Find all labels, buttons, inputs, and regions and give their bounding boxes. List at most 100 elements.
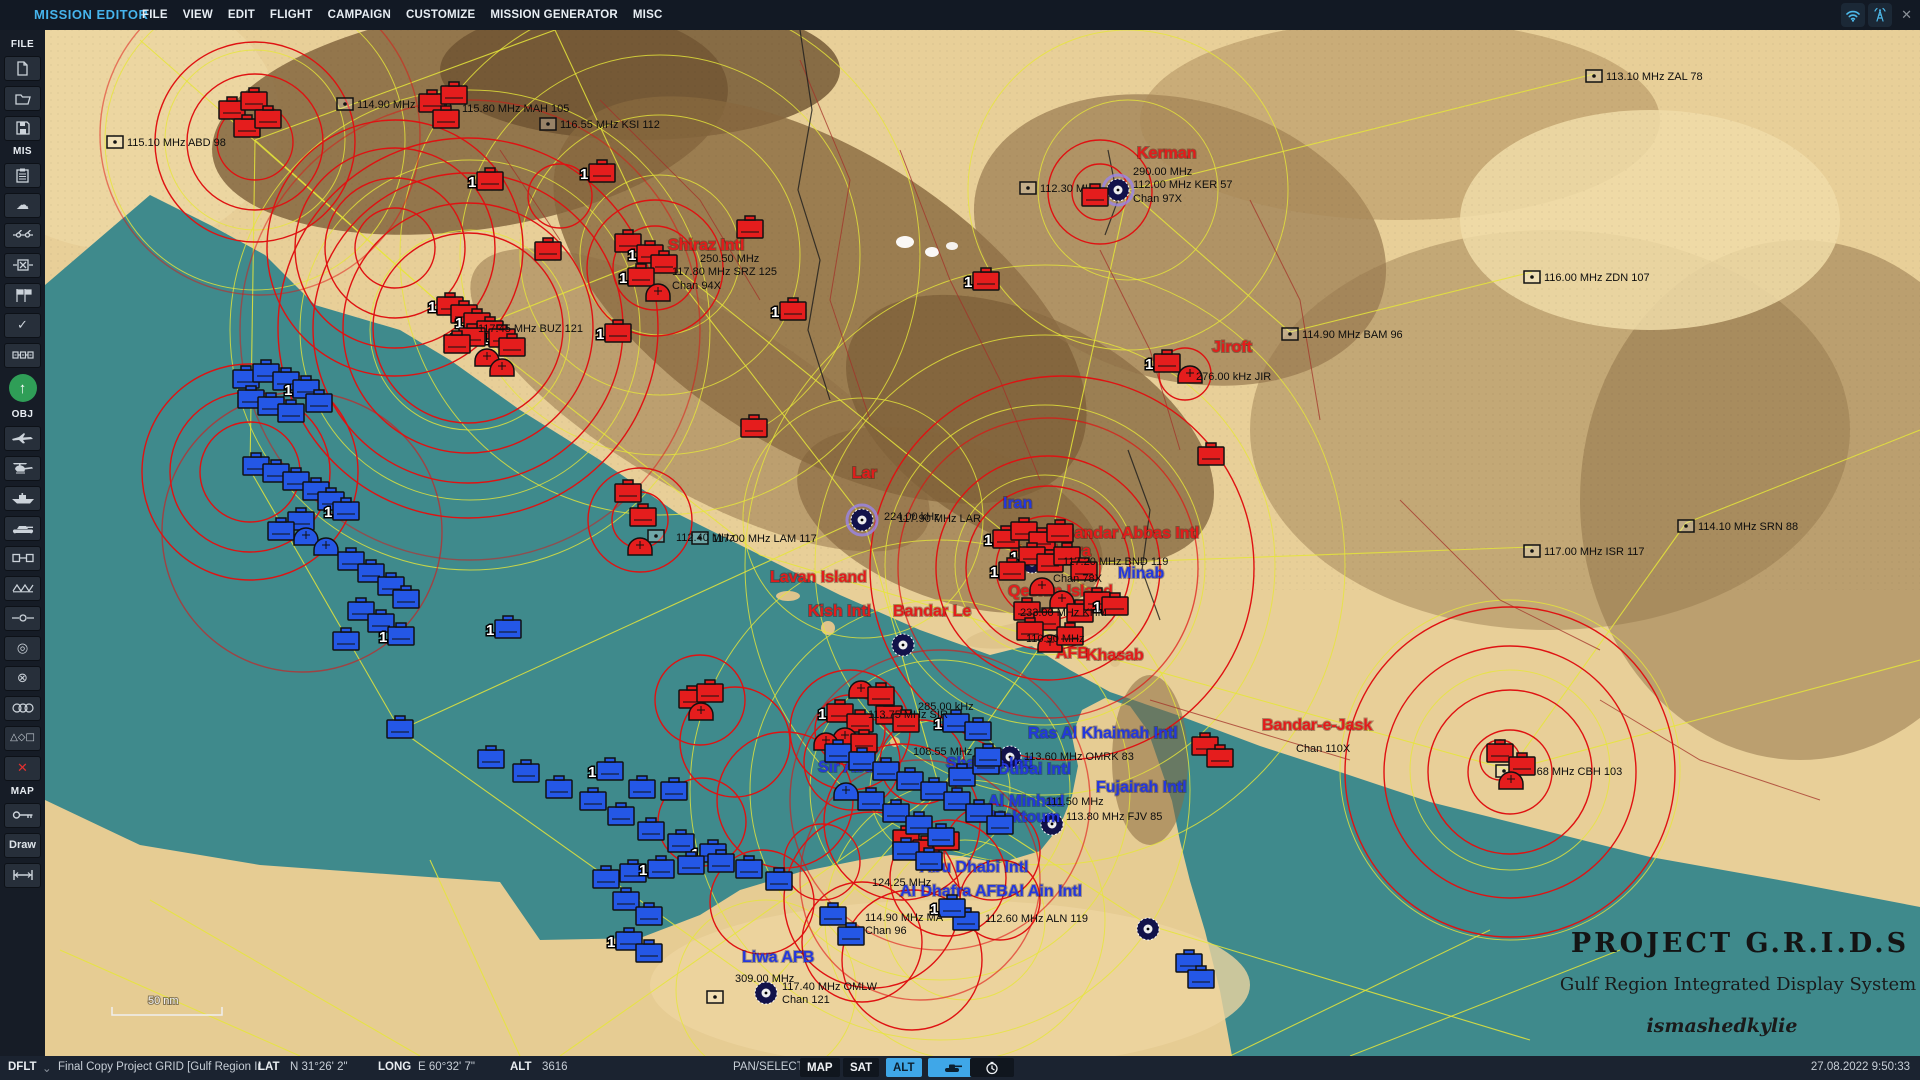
red-unit[interactable]: 1 [1092,592,1129,618]
red-unit[interactable]: 1 [467,167,504,193]
time-settings-button[interactable] [970,1058,1014,1077]
nav-beacon[interactable]: 115.68 MHz CBH 103 [1495,764,1622,778]
bullseye-icon[interactable]: ◎ [4,635,41,661]
blue-unit[interactable]: 1 [638,855,675,881]
flags-icon[interactable] [4,282,41,308]
view-button-alt[interactable]: ALT [886,1058,922,1077]
menu-edit[interactable]: EDIT [227,9,255,21]
red-unit[interactable] [688,702,714,721]
red-unit[interactable] [740,414,768,438]
red-unit[interactable]: 1 [595,319,632,345]
red-unit[interactable] [1053,542,1081,566]
vor-rose-icon[interactable] [1136,917,1160,941]
checklist-icon[interactable]: ✓ [4,312,41,338]
strike-target-icon[interactable]: ⊗ [4,665,41,691]
briefing-icon[interactable] [4,162,41,188]
blue-unit[interactable] [305,389,333,413]
nav-beacon[interactable] [706,990,724,1004]
blue-unit[interactable] [872,757,900,781]
draw-button[interactable]: Draw [4,832,41,858]
close-icon[interactable]: ✕ [1901,7,1912,22]
blue-unit[interactable] [592,865,620,889]
blue-unit[interactable] [677,851,705,875]
blue-unit[interactable] [512,759,540,783]
red-unit[interactable] [218,96,246,120]
red-unit[interactable] [240,87,268,111]
nav-beacon[interactable]: 114.90 MHz BAM 96 [1281,327,1403,341]
blue-unit[interactable] [607,802,635,826]
red-unit[interactable] [696,679,724,703]
red-unit[interactable] [846,709,874,733]
helicopter-icon[interactable] [4,455,41,481]
red-unit[interactable] [650,250,678,274]
nav-beacon[interactable]: 113.10 MHz ZAL 78 [1585,69,1703,83]
red-unit[interactable] [629,503,657,527]
blue-unit[interactable] [837,922,865,946]
static-object-icon[interactable] [4,545,41,571]
blue-unit[interactable] [392,585,420,609]
template-icon[interactable] [4,575,41,601]
vor-rose-icon[interactable] [845,503,879,537]
nav-beacon[interactable] [647,529,665,543]
red-unit[interactable] [645,283,671,302]
menu-flight[interactable]: FLIGHT [269,9,313,21]
red-unit[interactable] [1508,752,1536,776]
red-unit[interactable] [1046,519,1074,543]
red-unit[interactable] [1486,739,1514,763]
blue-unit[interactable] [545,775,573,799]
red-unit[interactable] [489,358,515,377]
blue-unit[interactable] [267,517,295,541]
triggers-icon[interactable] [4,222,41,248]
key-icon[interactable] [4,802,41,828]
blue-unit[interactable] [735,855,763,879]
red-unit[interactable]: 1 [579,159,616,185]
red-unit[interactable] [1197,442,1225,466]
red-unit[interactable] [1177,365,1203,384]
menu-file[interactable]: FILE [142,9,168,21]
chevron-down-icon[interactable]: ⌄ [42,1063,52,1075]
blue-unit[interactable] [765,867,793,891]
antenna-tower-icon[interactable] [1868,3,1893,27]
blue-unit[interactable] [635,939,663,963]
shapes-icon[interactable]: △◇□ [4,725,41,751]
fly-mission-button[interactable]: ↑ [8,374,37,402]
blue-unit[interactable] [293,527,319,546]
red-unit[interactable] [1206,744,1234,768]
profile-dropdown[interactable]: DFLT [8,1061,37,1073]
blue-unit[interactable] [915,847,943,871]
rules-icon[interactable] [4,252,41,278]
red-unit[interactable] [432,105,460,129]
blue-unit[interactable] [927,823,955,847]
blue-unit[interactable] [965,799,993,823]
menu-campaign[interactable]: CAMPAIGN [327,9,392,21]
vor-rose-icon[interactable] [998,745,1022,769]
blue-unit[interactable] [948,763,976,787]
ground-units-visibility-button[interactable] [928,1058,978,1077]
nav-beacon[interactable]: 116.00 MHz ZDN 107 [1523,270,1650,284]
airplane-icon[interactable] [4,425,41,451]
nav-beacon[interactable]: 116.55 MHz KSI 112 [539,117,660,131]
chain-icon[interactable] [4,342,41,368]
vor-rose-icon[interactable] [754,981,778,1005]
red-unit[interactable] [1081,183,1109,207]
red-unit[interactable]: 1 [989,557,1026,583]
red-unit[interactable] [1029,577,1055,596]
blue-unit[interactable] [882,799,910,823]
blue-unit[interactable] [974,743,1002,767]
blue-unit[interactable] [707,849,735,873]
blue-unit[interactable]: 1 [933,709,970,735]
blue-unit[interactable] [833,782,859,801]
blue-unit[interactable] [477,745,505,769]
red-unit[interactable] [892,709,920,733]
blue-unit[interactable] [819,902,847,926]
red-unit[interactable] [1016,617,1044,641]
red-unit[interactable] [254,105,282,129]
blue-unit[interactable] [386,715,414,739]
weather-icon[interactable]: ☁ [4,192,41,218]
wifi-icon[interactable] [1841,3,1866,27]
blue-unit[interactable] [660,777,688,801]
menu-misc[interactable]: MISC [632,9,663,21]
ruler-icon[interactable] [4,862,41,888]
nav-beacon[interactable]: 117.00 MHz LAM 117 [691,531,817,545]
zones-icon[interactable] [4,695,41,721]
